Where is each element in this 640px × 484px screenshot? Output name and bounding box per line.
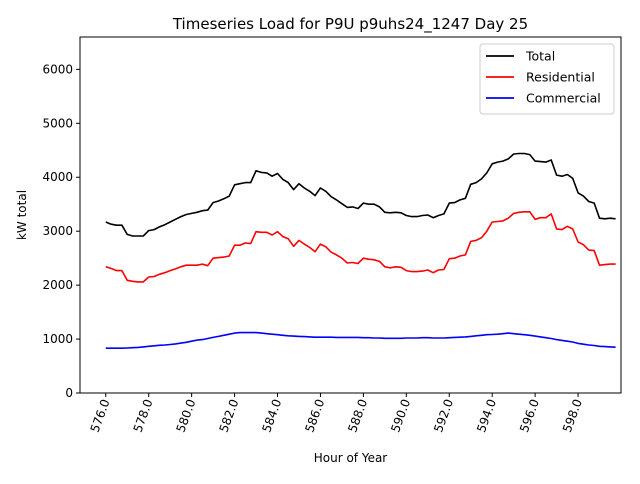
y-tick-label: 4000 (42, 170, 73, 184)
x-tick-label: 588.0 (345, 397, 370, 434)
legend: Total Residential Commercial (479, 43, 615, 115)
y-tick-label: 5000 (42, 116, 73, 130)
series-line-residential (105, 211, 616, 283)
x-axis: 576.0 578.0 580.0 582.0 584.0 586.0 588.0 590.0… (88, 393, 585, 434)
legend-label-residential: Residential (526, 70, 595, 85)
legend-label-total: Total (525, 49, 555, 64)
x-tick-label: 576.0 (88, 397, 113, 434)
y-tick-label: 6000 (42, 62, 73, 76)
y-axis: 0 1000 2000 3000 4000 5000 6000 (42, 62, 80, 400)
series-line-total (105, 152, 616, 237)
x-tick-label: 596.0 (517, 397, 542, 434)
x-axis-label: Hour of Year (314, 451, 388, 465)
x-tick-label: 584.0 (259, 397, 284, 434)
x-tick-label: 586.0 (302, 397, 327, 434)
legend-label-commercial: Commercial (526, 91, 601, 106)
y-tick-label: 0 (65, 386, 73, 400)
legend-box (479, 43, 615, 115)
x-tick-label: 598.0 (560, 397, 585, 434)
x-tick-label: 580.0 (174, 397, 199, 434)
series-lines (105, 152, 616, 350)
series-line-commercial (105, 331, 616, 350)
y-tick-label: 1000 (42, 332, 73, 346)
x-tick-label: 592.0 (431, 397, 456, 434)
plot-frame (79, 36, 622, 394)
y-tick-label: 3000 (42, 224, 73, 238)
y-tick-label: 2000 (42, 278, 73, 292)
x-tick-label: 590.0 (388, 397, 413, 434)
x-tick-label: 594.0 (474, 397, 499, 434)
x-tick-label: 582.0 (216, 397, 241, 434)
y-axis-label: kW total (15, 190, 29, 240)
chart-title: Timeseries Load for P9U p9uhs24_1247 Day… (172, 15, 528, 34)
x-tick-label: 578.0 (131, 397, 156, 434)
